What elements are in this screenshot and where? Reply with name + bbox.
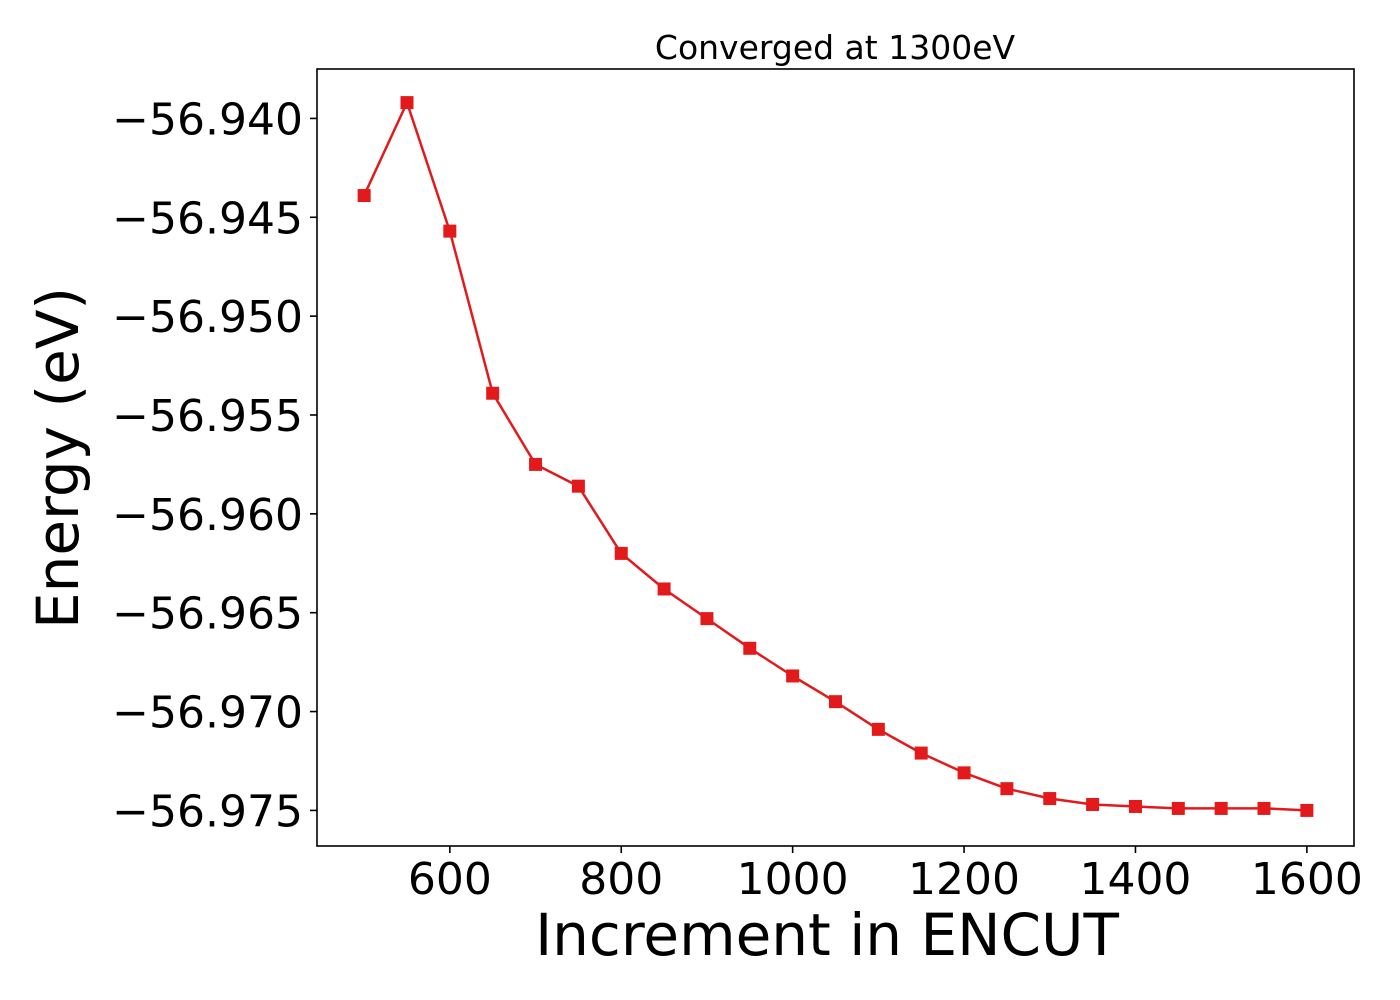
x-tick-label: 600 xyxy=(408,854,492,905)
data-point-marker xyxy=(400,96,414,110)
y-axis: −56.940 −56.945 −56.950 −56.955 −56.960 −56.9… xyxy=(112,94,317,837)
data-point-marker xyxy=(529,457,543,471)
x-axis: 600 800 1000 1200 1400 1600 xyxy=(408,846,1363,905)
data-point-marker xyxy=(1300,803,1314,817)
x-tick-label: 800 xyxy=(579,854,663,905)
data-point-marker xyxy=(571,479,585,493)
data-point-marker xyxy=(486,386,500,400)
x-tick-label: 1200 xyxy=(908,854,1020,905)
data-point-marker xyxy=(1214,801,1228,815)
x-axis-label: Increment in ENCUT xyxy=(535,901,1119,969)
data-point-marker xyxy=(1043,792,1057,806)
data-point-marker xyxy=(914,746,928,760)
y-tick-label: −56.940 xyxy=(112,94,303,145)
y-tick-label: −56.950 xyxy=(112,292,303,343)
data-point-marker xyxy=(829,695,842,709)
x-tick-label: 1600 xyxy=(1251,854,1363,905)
y-tick-label: −56.945 xyxy=(112,193,303,244)
data-point-marker xyxy=(1086,797,1100,811)
data-point-marker xyxy=(614,546,628,560)
data-point-marker xyxy=(957,766,971,780)
data-point-marker xyxy=(1128,799,1142,813)
data-point-marker xyxy=(357,189,371,203)
data-point-marker xyxy=(1257,801,1271,815)
y-tick-label: −56.960 xyxy=(112,490,303,541)
plot-area-frame xyxy=(316,68,1355,847)
data-point-marker xyxy=(743,641,757,655)
y-tick-label: −56.975 xyxy=(112,786,303,837)
data-point-marker xyxy=(786,669,800,683)
data-point-marker xyxy=(1000,782,1014,796)
chart-title: Converged at 1300eV xyxy=(655,28,1016,67)
y-tick-label: −56.955 xyxy=(112,391,303,442)
y-axis-label: Energy (eV) xyxy=(24,287,92,629)
data-point-marker xyxy=(443,224,457,238)
x-tick-label: 1400 xyxy=(1079,854,1191,905)
data-point-marker xyxy=(657,582,671,596)
y-tick-label: −56.970 xyxy=(112,688,303,739)
x-tick-label: 1000 xyxy=(737,854,849,905)
data-point-marker xyxy=(1171,801,1185,815)
y-tick-label: −56.965 xyxy=(112,589,303,640)
series-layer xyxy=(357,96,1314,817)
data-point-marker xyxy=(871,722,885,736)
data-point-marker xyxy=(700,612,714,626)
